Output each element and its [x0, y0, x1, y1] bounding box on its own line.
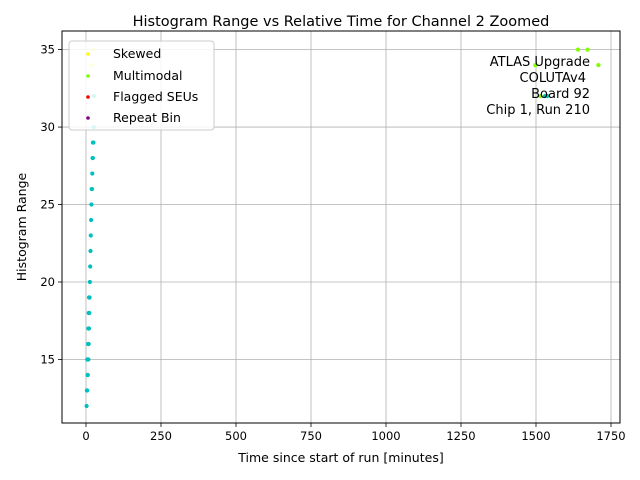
x-tick-label: 0	[82, 429, 89, 443]
data-point-multimodal	[538, 93, 543, 99]
legend-box	[68, 40, 215, 131]
y-tick-label: 15	[40, 352, 55, 366]
data-point-base	[86, 326, 92, 331]
data-point-base	[87, 295, 92, 300]
data-point-base	[89, 217, 94, 223]
data-point-multimodal	[585, 47, 590, 52]
legend-marker-multimodal	[86, 74, 90, 78]
y-tick-label: 35	[40, 43, 55, 57]
legend-marker-flagged-seus	[86, 95, 90, 99]
x-tick-label: 1750	[596, 429, 625, 443]
data-point-multimodal	[575, 47, 581, 52]
annotation-line-3: Board 92	[531, 87, 590, 102]
legend-marker-skewed	[86, 52, 90, 56]
data-point-base	[85, 388, 90, 393]
plot-frame	[61, 30, 621, 424]
legend-label-skewed: Skewed	[113, 46, 161, 61]
annotation-text: ATLAS Upgrade COLUTAv4 Board 92 Chip 1, …	[486, 55, 590, 118]
annotation-line-1: ATLAS Upgrade	[490, 55, 590, 70]
data-point-base	[90, 155, 95, 161]
x-tick-label: 250	[150, 429, 172, 443]
data-point-base	[86, 357, 91, 362]
data-point-base	[88, 233, 93, 238]
legend-label-multimodal: Multimodal	[113, 68, 182, 83]
y-tick-label: 25	[40, 198, 55, 212]
data-point-base	[84, 403, 89, 409]
data-point-base	[90, 171, 95, 176]
x-tick-label: 500	[225, 429, 247, 443]
annotation-line-4: Chip 1, Run 210	[486, 103, 590, 118]
data-point-base	[88, 264, 93, 269]
y-tick-label: 20	[40, 275, 55, 289]
y-tick-label: 30	[40, 120, 55, 134]
data-point-base	[87, 279, 92, 285]
chart-title: Histogram Range vs Relative Time for Cha…	[133, 14, 550, 30]
x-tick-label: 750	[300, 429, 322, 443]
data-point-base	[87, 310, 92, 316]
data-point-multimodal	[596, 62, 601, 68]
x-axis-label: Time since start of run [minutes]	[237, 450, 443, 465]
data-point-multimodal	[533, 62, 538, 68]
annotation-line-2: COLUTAv4	[520, 71, 586, 86]
data-point-base	[91, 140, 96, 145]
axis-ticks: 0 250 500 750 1000 1250 1500 1750 15 20 25 30 35	[40, 43, 625, 443]
x-tick-label: 1500	[521, 429, 550, 443]
y-axis-label: Histogram Range	[14, 172, 29, 281]
data-point-base	[85, 372, 90, 378]
data-point-base	[88, 248, 93, 254]
data-point-base	[86, 341, 91, 347]
legend-label-flagged-seus: Flagged SEUs	[113, 89, 198, 104]
legend-label-repeat-bin: Repeat Bin	[113, 110, 181, 125]
data-point-base	[89, 202, 94, 207]
data-point-base	[89, 186, 95, 192]
x-tick-label: 1250	[446, 429, 475, 443]
data-point-base	[545, 93, 550, 99]
x-tick-label: 1000	[371, 429, 400, 443]
legend-marker-repeat-bin	[86, 116, 90, 120]
legend: Skewed Multimodal Flagged SEUs Repeat Bi…	[68, 40, 215, 131]
